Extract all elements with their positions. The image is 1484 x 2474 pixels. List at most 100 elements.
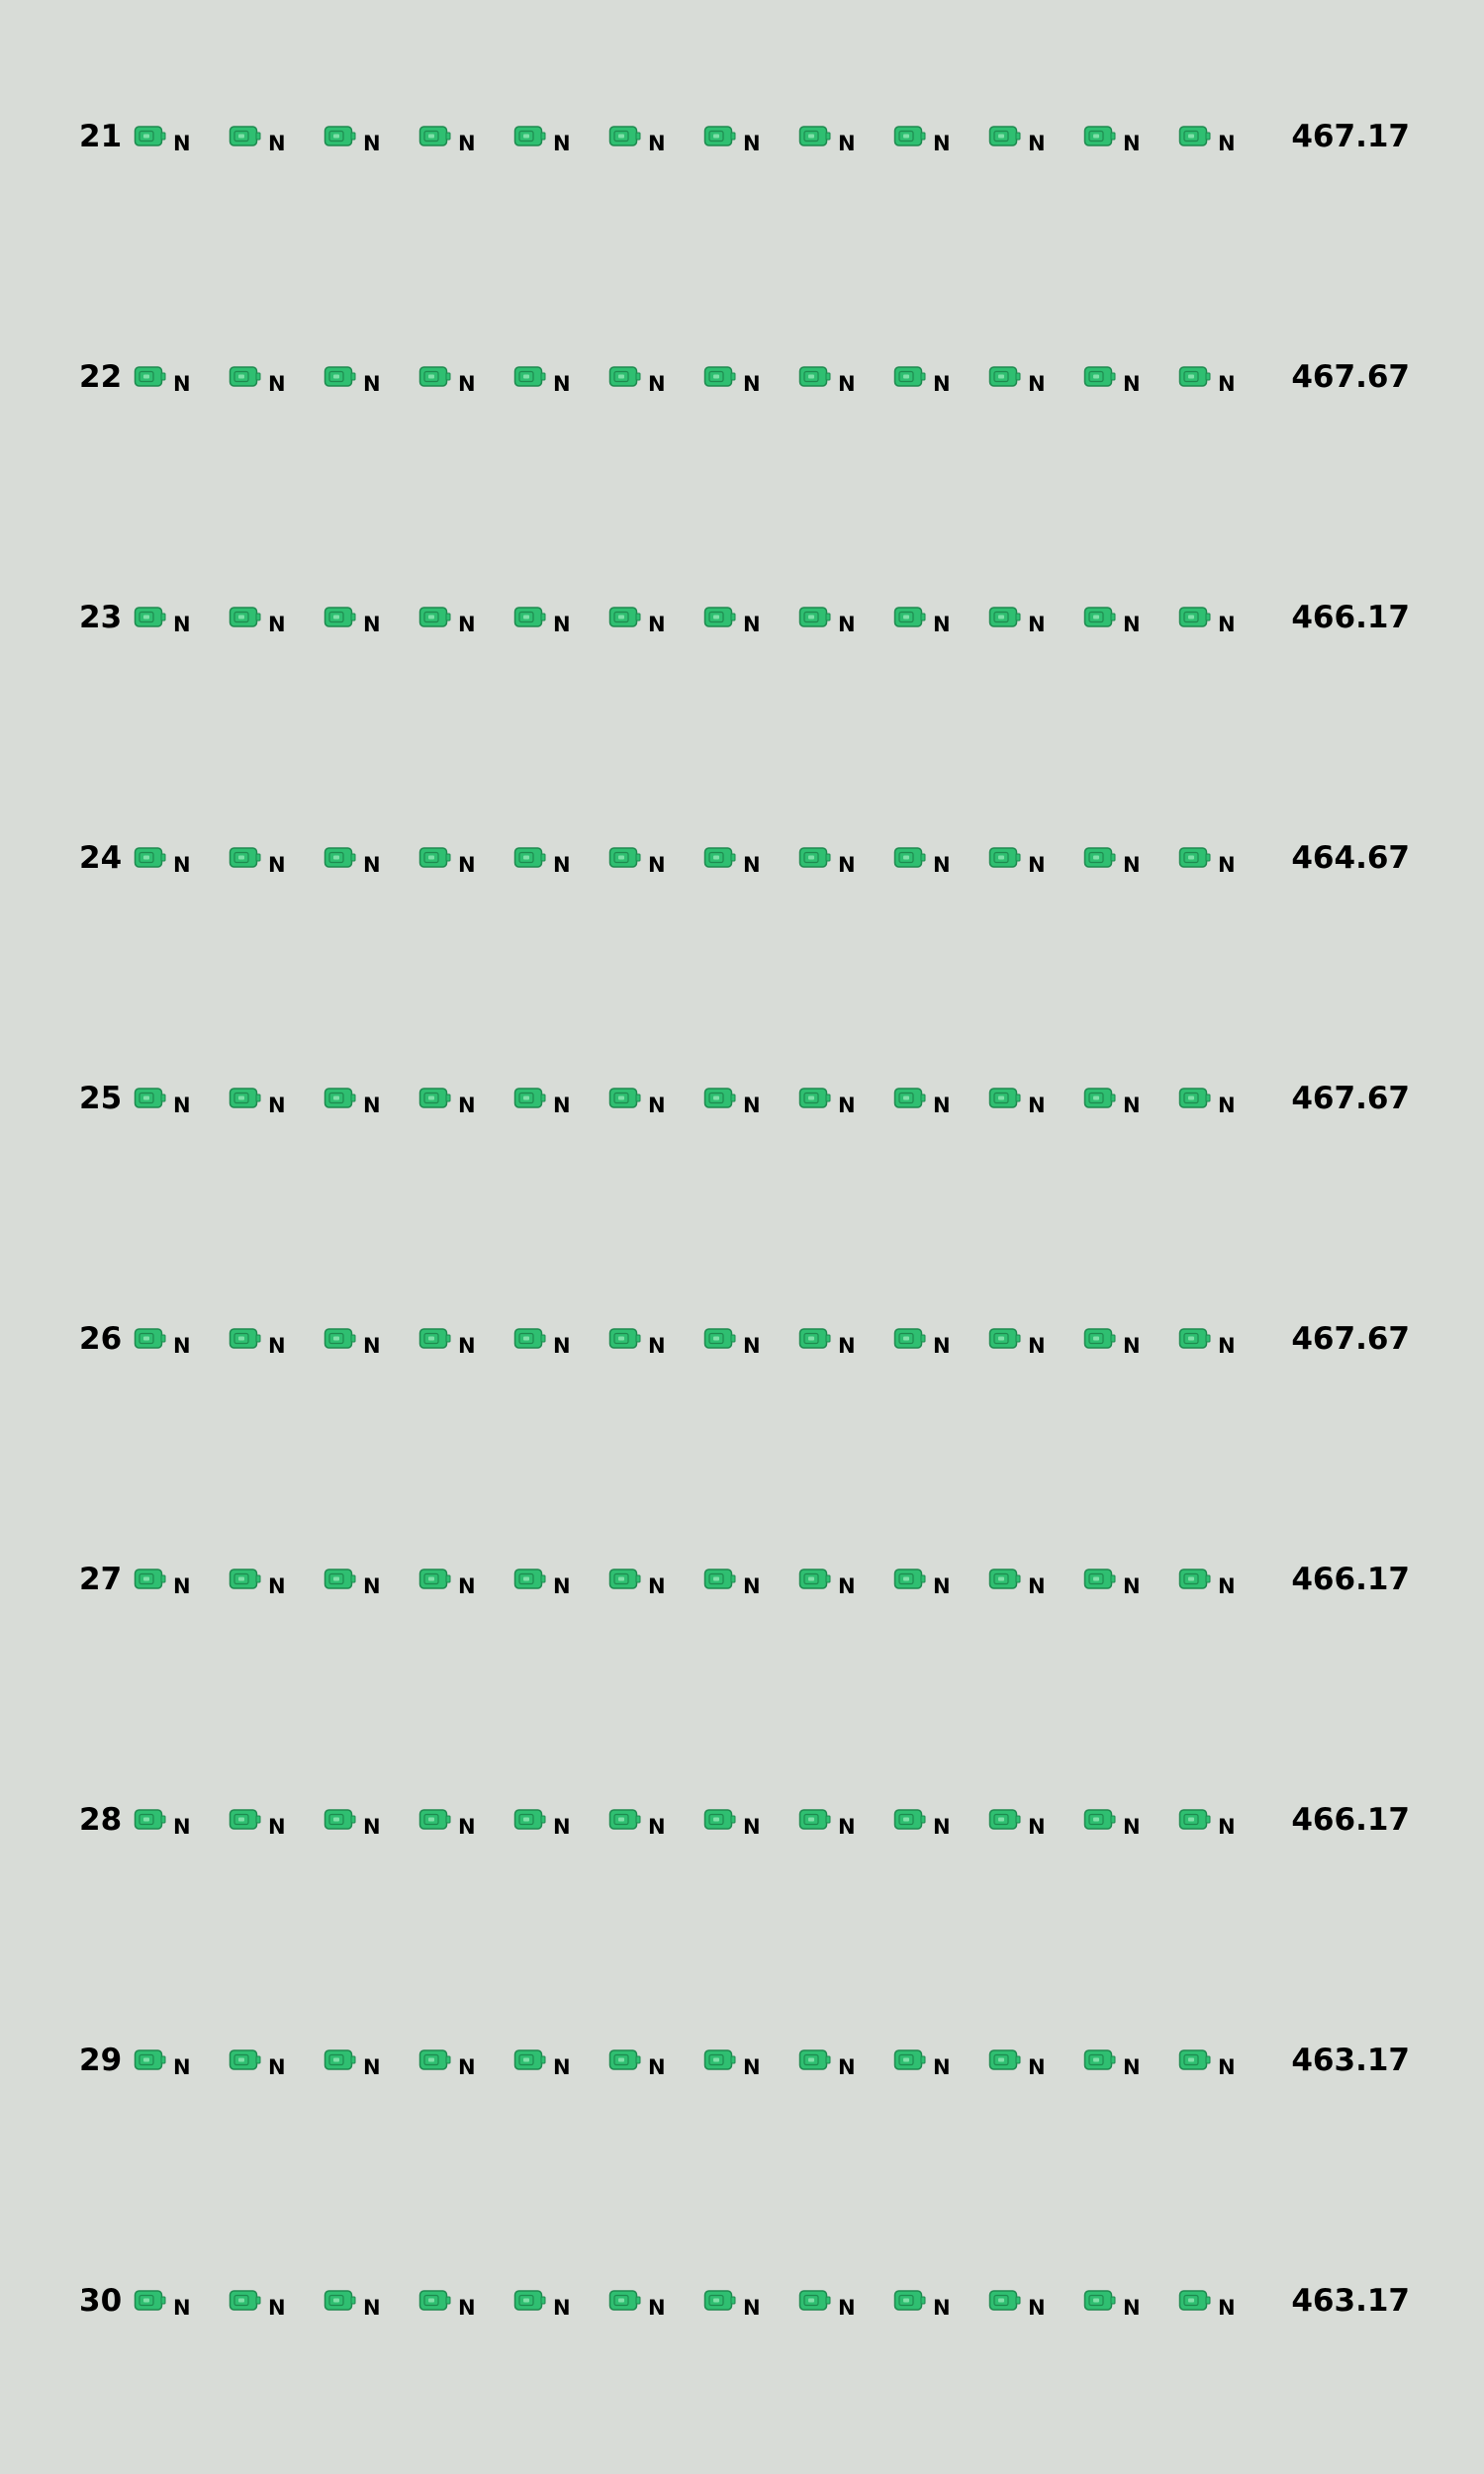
row-cell: N [988,125,1058,154]
cell-label: N [838,2296,856,2320]
row-cell: N [703,1568,773,1597]
cell-label: N [1218,2296,1236,2320]
row-cell: N [134,125,203,154]
battery-icon [324,125,357,148]
battery-icon [1178,365,1212,389]
battery-icon [418,125,452,148]
cell-label: N [1123,1334,1141,1358]
cell-label: N [743,2296,761,2320]
row-total: 467.17 [1291,119,1410,154]
battery-icon [1083,606,1117,629]
cell-label: N [838,132,856,155]
battery-icon [513,1327,547,1351]
battery-icon [798,365,832,389]
row-cell: N [988,606,1058,635]
row-cell: N [418,606,488,635]
battery-icon [608,365,642,389]
cell-label: N [1123,613,1141,636]
battery-icon [798,125,832,148]
battery-icon [418,365,452,389]
row-cell: N [608,1808,678,1838]
data-row: 25 N N N N N N N N N N N N 467.67 [0,1069,1484,1128]
cell-label: N [933,2296,951,2320]
battery-icon [893,2289,927,2313]
row-cell: N [608,2289,678,2319]
data-row: 22 N N N N N N N N N N N N 467.67 [0,347,1484,407]
cell-label: N [268,1334,286,1358]
row-cell: N [229,2289,298,2319]
cell-label: N [1218,1574,1236,1598]
battery-icon [513,606,547,629]
cell-label: N [1028,1815,1046,1839]
battery-icon [703,1568,737,1591]
row-number: 25 [79,1081,123,1116]
cell-label: N [1028,1334,1046,1358]
row-number: 26 [79,1321,123,1357]
battery-icon [893,1087,927,1110]
row-cell: N [703,1327,773,1357]
row-cell: N [988,365,1058,395]
row-number: 23 [79,600,123,635]
row-cell: N [608,125,678,154]
row-cell: N [703,125,773,154]
battery-icon [703,1327,737,1351]
cell-label: N [458,1574,476,1598]
battery-icon [1178,1087,1212,1110]
cell-label: N [458,2055,476,2079]
row-cell: N [324,125,393,154]
cell-label: N [1123,132,1141,155]
cell-label: N [458,853,476,877]
row-cell: N [324,606,393,635]
cell-label: N [1218,372,1236,396]
cell-label: N [1218,1815,1236,1839]
battery-icon [893,125,927,148]
cell-label: N [933,372,951,396]
battery-icon [229,365,262,389]
cell-label: N [553,1815,571,1839]
battery-icon [134,2048,167,2072]
battery-icon [418,606,452,629]
row-cell: N [1083,2289,1153,2319]
row-cell: N [1083,2048,1153,2078]
row-cell: N [418,365,488,395]
cell-label: N [838,372,856,396]
battery-icon [798,1808,832,1832]
row-cell: N [1083,1327,1153,1357]
cell-label: N [743,132,761,155]
row-cell: N [229,2048,298,2078]
row-total: 463.17 [1291,2043,1410,2078]
cell-label: N [553,2055,571,2079]
battery-icon [134,1568,167,1591]
cell-label: N [838,1334,856,1358]
row-cell: N [798,2048,868,2078]
row-cell: N [1083,125,1153,154]
row-cell: N [1083,1568,1153,1597]
row-cell: N [1178,1327,1248,1357]
battery-icon [608,2289,642,2313]
row-number: 29 [79,2043,123,2078]
battery-icon [1178,606,1212,629]
row-cell: N [988,2289,1058,2319]
cell-label: N [458,2296,476,2320]
battery-icon [703,2048,737,2072]
cell-label: N [553,1574,571,1598]
data-row: 26 N N N N N N N N N N N N 467.67 [0,1309,1484,1369]
battery-icon [798,606,832,629]
cell-label: N [173,2296,191,2320]
row-cell: N [1178,365,1248,395]
row-cell: N [703,2289,773,2319]
row-cell: N [608,2048,678,2078]
cell-label: N [648,1574,666,1598]
data-row: 29 N N N N N N N N N N N N 463.17 [0,2031,1484,2090]
cell-label: N [173,853,191,877]
battery-icon [1178,2289,1212,2313]
cell-label: N [268,613,286,636]
battery-icon [324,2289,357,2313]
battery-icon [1083,1327,1117,1351]
battery-icon [229,1808,262,1832]
row-cell: N [798,1087,868,1116]
cell-label: N [933,613,951,636]
cell-label: N [553,853,571,877]
battery-icon [513,1568,547,1591]
